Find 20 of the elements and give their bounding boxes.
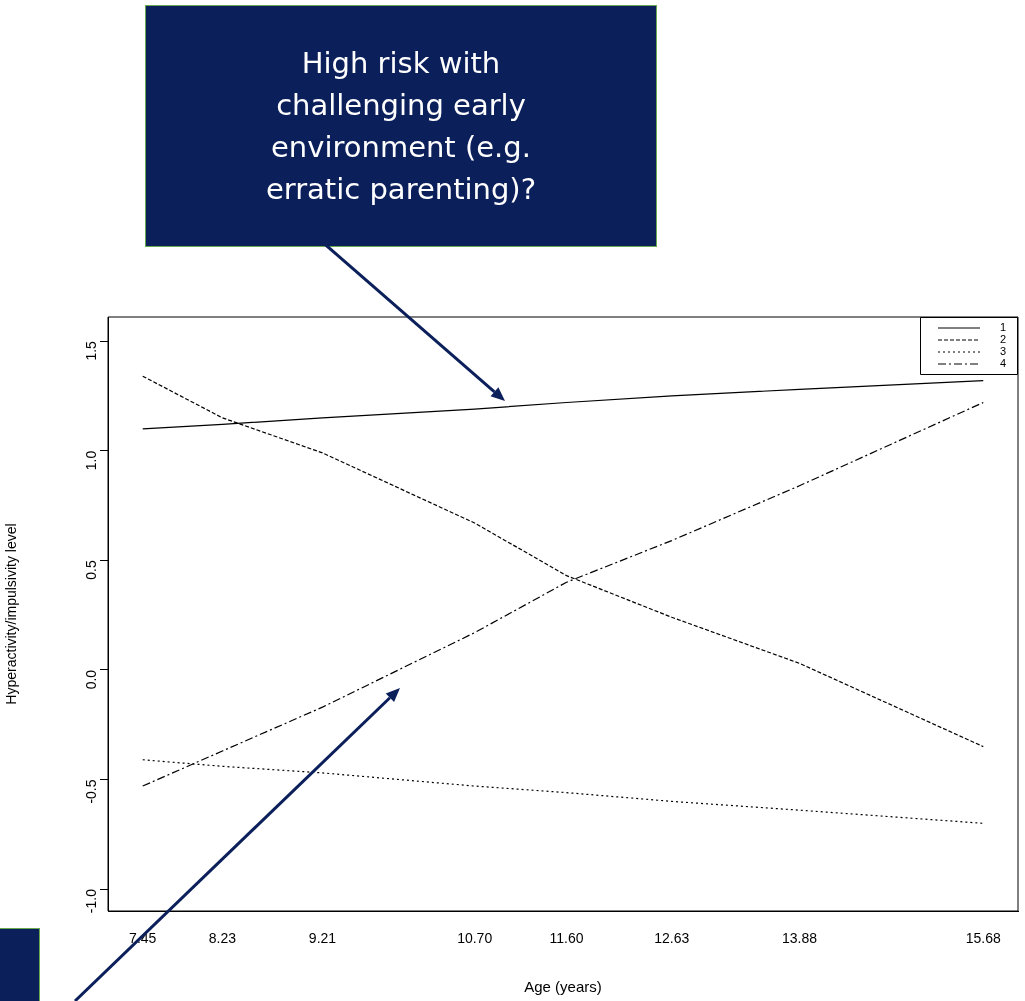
y-tick-label: 0.5 [82,560,99,580]
text: High risk with challenging early environment (e.g. erratic parenting)? [145,5,657,247]
y-tick-label: -0.5 [82,779,99,804]
x-tick-label: 9.21 [308,930,337,947]
legend-label: 2 [1000,333,1007,346]
legend-label: 4 [1000,357,1007,370]
x-tick-label: 8.23 [208,930,237,947]
x-tick-label: 10.70 [457,930,493,947]
x-tick-label: 11.60 [549,930,584,947]
legend-label: 1 [1000,321,1007,334]
y-tick-label: 0.0 [82,669,99,690]
legend-label: 3 [1000,345,1007,358]
y-tick-label: 1.0 [82,450,99,471]
x-tick-label: 13.88 [781,930,818,947]
x-tick-label: 15.68 [965,930,1001,947]
x-tick-label: 12.63 [654,930,690,947]
y-axis-title: Hyperactivity/impulsivity level [3,523,20,705]
x-axis-title: Age (years) [524,978,602,996]
y-tick-label: 1.5 [82,340,99,361]
y-tick-label: -1.0 [82,888,99,914]
